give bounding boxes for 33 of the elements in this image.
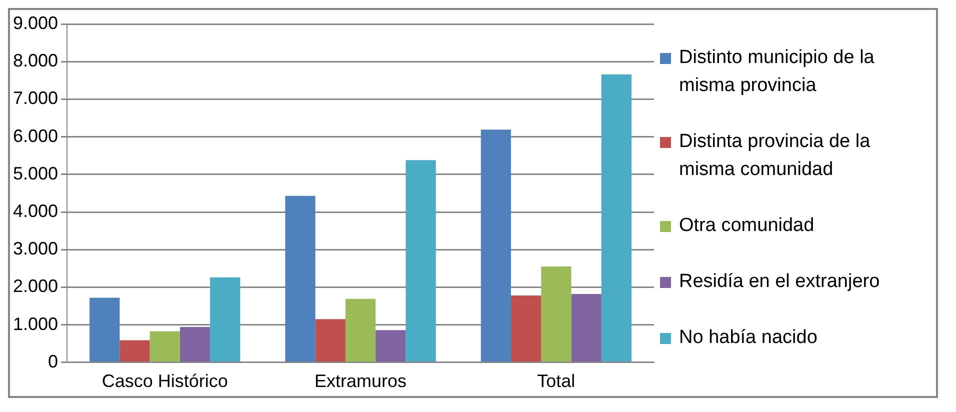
y-tick-label: 5.000 xyxy=(12,163,58,184)
bar xyxy=(210,277,240,362)
legend-label: Distinta provincia de la misma comunidad xyxy=(679,130,872,182)
bar xyxy=(510,295,542,362)
bar xyxy=(120,340,150,362)
y-tick-label: 9.000 xyxy=(12,12,58,33)
y-tick-label: 7.000 xyxy=(12,88,58,108)
y-tick-label: 8.000 xyxy=(12,50,58,71)
bar xyxy=(480,130,511,362)
y-tick-label: 2.000 xyxy=(12,276,58,296)
bar xyxy=(315,319,346,362)
legend-label: No había nacido xyxy=(679,326,818,350)
legend-label: Distinto municipio de la misma provincia xyxy=(679,46,876,98)
x-tick-label: Total xyxy=(537,371,576,392)
bar xyxy=(150,331,180,362)
y-tick-label: 1.000 xyxy=(12,314,58,334)
bar xyxy=(601,74,632,362)
x-tick-label: Extramuros xyxy=(314,371,407,392)
bar xyxy=(406,160,436,362)
bar xyxy=(571,294,602,362)
x-tick-label: Casco Histórico xyxy=(102,371,228,392)
y-tick-label: 0 xyxy=(48,351,58,372)
y-tick-label: 3.000 xyxy=(12,238,58,259)
y-tick-label: 4.000 xyxy=(12,200,58,221)
bar xyxy=(90,298,120,362)
legend-label: Otra comunidad xyxy=(679,214,814,238)
bar xyxy=(345,298,376,362)
bar xyxy=(180,327,210,362)
bar xyxy=(541,266,572,362)
legend-label: Residía en el extranjero xyxy=(679,270,880,294)
bar xyxy=(376,330,406,362)
bar xyxy=(285,196,316,362)
y-tick-label: 6.000 xyxy=(12,126,58,146)
